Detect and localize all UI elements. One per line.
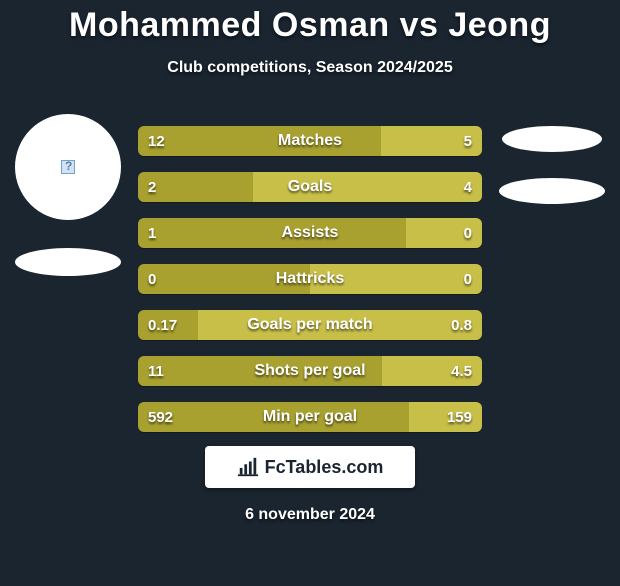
stat-row: Shots per goal114.5 (138, 356, 482, 386)
player-right-team-badge-1 (502, 126, 602, 152)
stat-row: Assists10 (138, 218, 482, 248)
stat-segment-left (138, 310, 198, 340)
stat-row: Matches125 (138, 126, 482, 156)
subtitle: Club competitions, Season 2024/2025 (0, 59, 620, 77)
stat-segment-right (406, 218, 482, 248)
stat-segment-right (409, 402, 482, 432)
stat-segment-left (138, 172, 253, 202)
stat-segment-left (138, 218, 406, 248)
stat-segment-left (138, 126, 381, 156)
stat-segment-right (198, 310, 482, 340)
chart-icon (237, 456, 259, 478)
player-right-column (492, 114, 612, 204)
stat-row: Goals24 (138, 172, 482, 202)
stat-row: Hattricks00 (138, 264, 482, 294)
stat-bars: Matches125 Goals24 Assists10 Hattricks00 Goa… (138, 126, 482, 448)
stat-segment-right (253, 172, 482, 202)
player-left-avatar (15, 114, 121, 220)
player-right-team-badge-2 (499, 178, 605, 204)
stat-segment-left (138, 402, 409, 432)
player-left-team-badge (15, 248, 121, 276)
stat-segment-left (138, 356, 382, 386)
page-title: Mohammed Osman vs Jeong (0, 6, 620, 45)
footer-brand-badge[interactable]: FcTables.com (205, 446, 415, 488)
stat-segment-right (381, 126, 482, 156)
footer-brand-text: FcTables.com (265, 457, 384, 478)
stat-segment-right (382, 356, 482, 386)
stat-row: Goals per match0.170.8 (138, 310, 482, 340)
player-left-column (8, 114, 128, 276)
stat-segment-left (138, 264, 310, 294)
stat-row: Min per goal592159 (138, 402, 482, 432)
date-text: 6 november 2024 (0, 506, 620, 524)
placeholder-icon (61, 160, 75, 174)
stat-segment-right (310, 264, 482, 294)
